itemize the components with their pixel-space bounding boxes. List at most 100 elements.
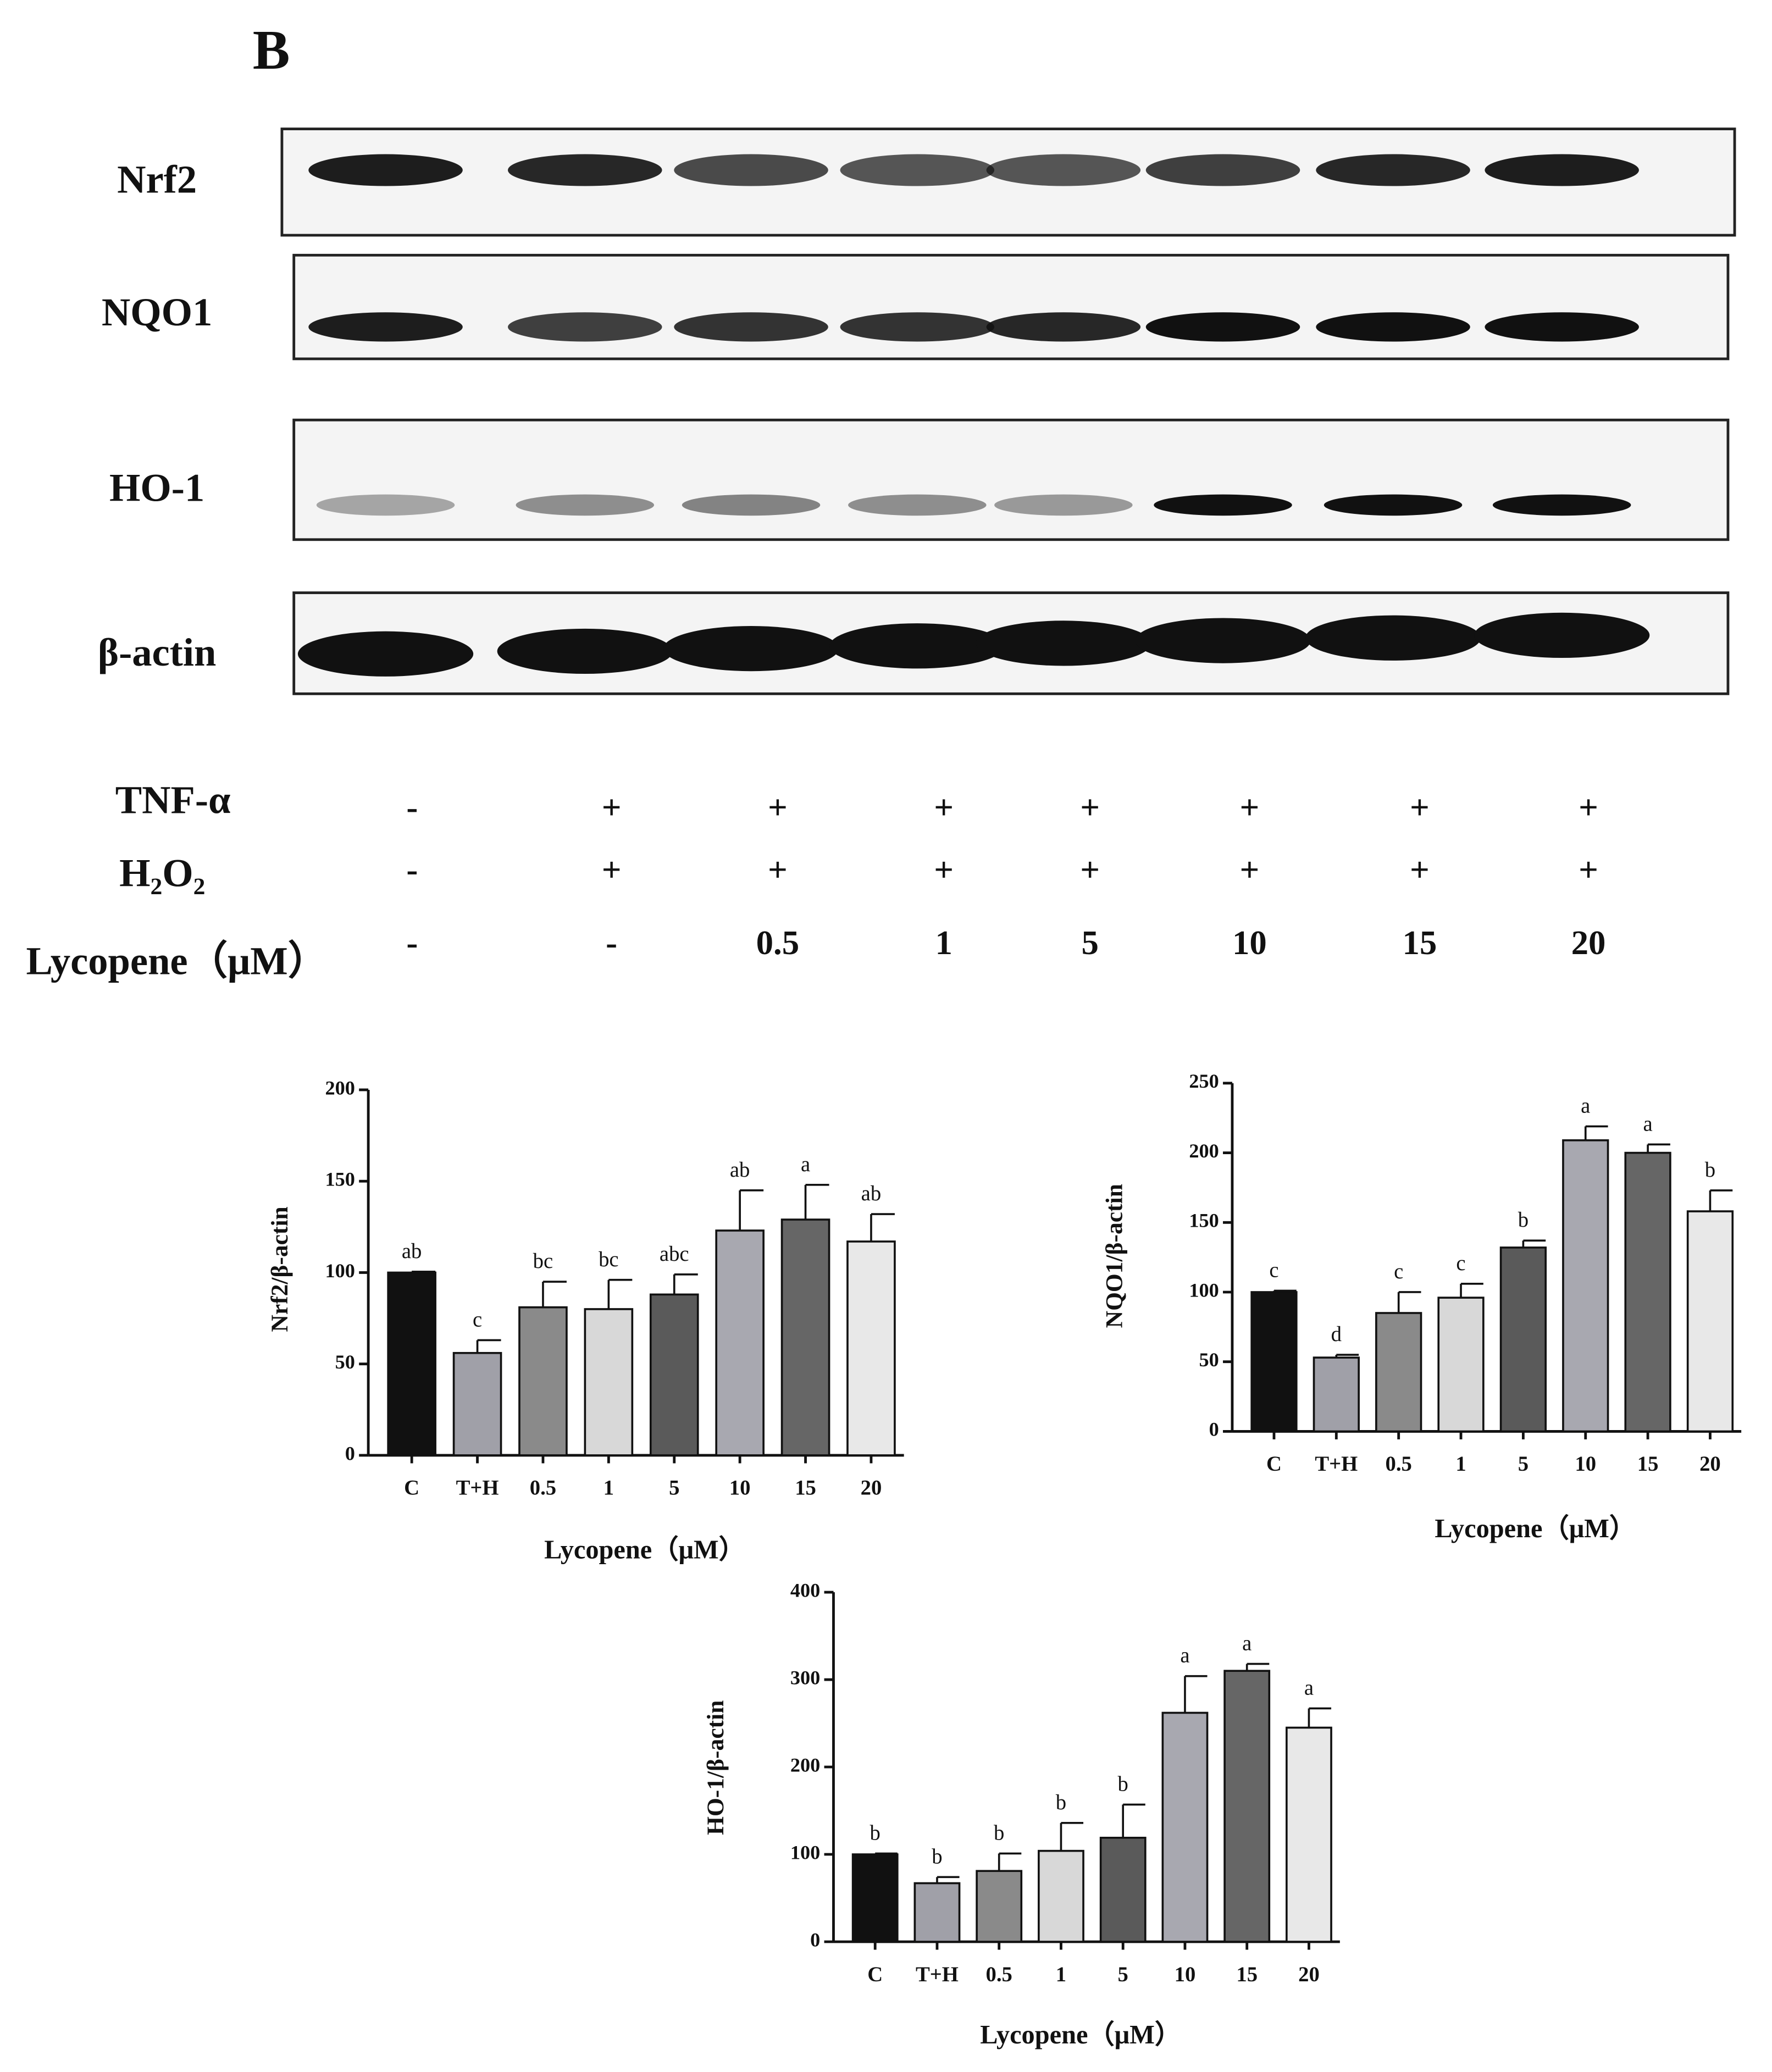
x-tick-label: 15 [1637,1453,1659,1476]
treatment-label: H₂O₂ [119,851,205,895]
bar [584,1308,634,1456]
x-tick-label: C [867,1963,883,1986]
x-tick-label: 5 [1118,1963,1128,1986]
blot-band [1492,494,1631,516]
blot-band [497,628,673,674]
significance-letter: d [1331,1323,1342,1346]
blot-band [986,154,1141,186]
treatment-value: - [406,850,418,889]
blot-band [976,621,1151,666]
significance-letter: a [1581,1094,1590,1117]
x-tick-label: 0.5 [986,1963,1012,1986]
treatment-label: Lycopene（μM） [26,938,328,983]
significance-letter: c [1269,1259,1278,1282]
treatment-value: - [606,923,617,962]
x-tick-label: 1 [1056,1963,1066,1986]
bar [1161,1711,1209,1943]
significance-letter: ab [861,1182,882,1205]
blot-band [674,154,828,186]
significance-letter: c [473,1308,482,1331]
treatment-value: - [406,923,418,962]
blot-row-label: NQO1 [102,290,212,334]
significance-letter: b [1705,1159,1715,1182]
x-tick-label: 10 [729,1477,751,1500]
treatment-value: 0.5 [756,923,800,962]
bar [1223,1670,1271,1943]
treatment-value: 1 [935,923,952,962]
x-tick-label: 15 [1236,1963,1258,1986]
treatment-label: TNF-α [115,778,231,822]
blot-band [986,312,1141,342]
x-tick-label: 0.5 [1385,1453,1411,1476]
blot-band [1135,618,1311,663]
blot-band [508,154,662,186]
x-axis-title: Lycopene（μM） [544,1535,745,1565]
y-axis-title: HO-1/β-actin [702,1700,729,1835]
x-tick-label: 20 [861,1477,882,1500]
panel-label: B [253,19,290,81]
y-tick-label: 200 [1189,1140,1219,1162]
significance-letter: b [1118,1772,1128,1796]
x-axis-title: Lycopene（μM） [1435,1514,1636,1543]
y-tick-label: 250 [1189,1070,1219,1092]
significance-letter: a [1643,1112,1653,1135]
y-tick-label: 100 [325,1260,355,1282]
blot-band [308,154,463,186]
x-tick-label: T+H [1315,1453,1358,1476]
treatment-value: + [602,788,622,827]
x-tick-label: 15 [795,1477,816,1500]
blot-band [1324,494,1463,516]
bar [1375,1312,1422,1433]
bar [1499,1246,1547,1433]
blot-band [308,312,463,342]
blot-box [280,128,1736,237]
y-tick-label: 100 [790,1841,820,1863]
bar [846,1240,896,1456]
blot-band [1154,494,1292,516]
x-tick-label: 5 [1518,1453,1529,1476]
y-tick-label: 50 [335,1351,355,1373]
y-tick-label: 0 [1209,1419,1219,1441]
blot-band [1145,154,1300,186]
y-tick-label: 100 [1189,1279,1219,1301]
significance-letter: c [1394,1260,1403,1283]
x-tick-label: 20 [1298,1963,1320,1986]
treatment-value: + [1239,850,1259,889]
treatment-value: 15 [1402,923,1437,962]
bar [1624,1151,1671,1433]
bar [649,1293,699,1456]
bar [452,1351,502,1456]
significance-letter: a [801,1153,810,1176]
significance-letter: b [1518,1209,1529,1232]
treatment-value: + [602,850,622,889]
x-tick-label: 1 [603,1477,614,1500]
significance-letter: b [994,1821,1004,1844]
bar [1562,1139,1609,1433]
bar [1313,1356,1360,1433]
treatment-value: + [768,788,788,827]
significance-letter: ab [730,1159,750,1182]
blot-band [516,494,655,516]
bar [715,1229,765,1456]
significance-letter: bc [599,1248,619,1271]
significance-letter: a [1304,1677,1314,1700]
treatment-value: + [1410,850,1430,889]
blot-band [1305,615,1481,661]
blot-band [840,154,995,186]
blot-band [994,494,1133,516]
blot-band [1474,612,1650,658]
significance-letter: a [1242,1632,1252,1655]
blot-band [682,494,821,516]
treatment-value: + [1080,788,1100,827]
y-tick-label: 150 [1189,1210,1219,1232]
x-tick-label: 10 [1175,1963,1196,1986]
x-tick-label: T+H [456,1477,499,1500]
treatment-value: 5 [1081,923,1098,962]
significance-letter: a [1180,1644,1189,1667]
bar [976,1870,1023,1943]
y-axis-title: Nrf2/β-actin [267,1206,293,1332]
significance-letter: bc [533,1250,553,1273]
bar [518,1306,568,1456]
blot-box [292,418,1730,541]
blot-band [1316,312,1470,342]
